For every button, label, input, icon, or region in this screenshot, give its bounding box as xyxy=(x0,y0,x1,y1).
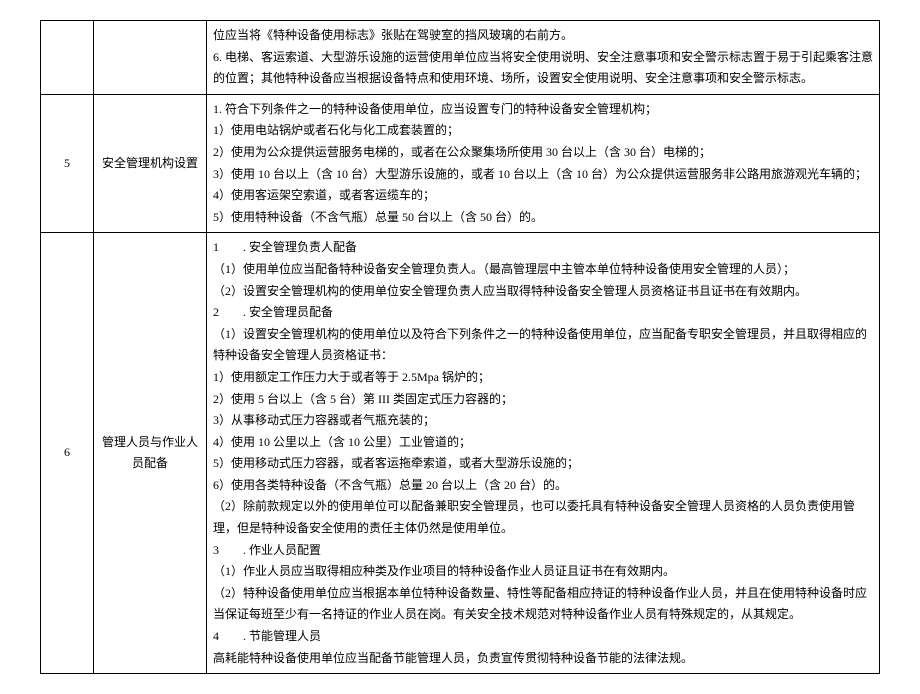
row-number: 6 xyxy=(41,233,94,674)
content-line: 2 . 安全管理员配备 xyxy=(213,302,873,324)
content-line: 3）从事移动式压力容器或者气瓶充装的； xyxy=(213,410,873,432)
regulation-table: 位应当将《特种设备使用标志》张贴在驾驶室的挡风玻璃的右前方。6. 电梯、客运索道… xyxy=(40,20,880,674)
content-line: （1）使用单位应当配备特种设备安全管理负责人。（最高管理层中主管本单位特种设备使… xyxy=(213,259,873,281)
table-row: 5安全管理机构设置1. 符合下列条件之一的特种设备使用单位，应当设置专门的特种设… xyxy=(41,94,880,233)
content-line: 4 . 节能管理人员 xyxy=(213,626,873,648)
content-line: 1 . 安全管理负责人配备 xyxy=(213,237,873,259)
content-line: 3 . 作业人员配置 xyxy=(213,540,873,562)
row-content: 1 . 安全管理负责人配备（1）使用单位应当配备特种设备安全管理负责人。（最高管… xyxy=(207,233,880,674)
content-line: 5）使用特种设备（不含气瓶）总量 50 台以上（含 50 台）的。 xyxy=(213,207,873,229)
content-line: 1）使用额定工作压力大于或者等于 2.5Mpa 锅炉的； xyxy=(213,367,873,389)
row-content: 1. 符合下列条件之一的特种设备使用单位，应当设置专门的特种设备安全管理机构；1… xyxy=(207,94,880,233)
row-number: 5 xyxy=(41,94,94,233)
row-title xyxy=(94,21,207,95)
content-line: 1. 符合下列条件之一的特种设备使用单位，应当设置专门的特种设备安全管理机构； xyxy=(213,99,873,121)
row-title: 安全管理机构设置 xyxy=(94,94,207,233)
content-line: 5）使用移动式压力容器，或者客运拖牵索道，或者大型游乐设施的； xyxy=(213,453,873,475)
content-line: 6）使用各类特种设备（不含气瓶）总量 20 台以上（含 20 台）的。 xyxy=(213,475,873,497)
row-number xyxy=(41,21,94,95)
content-line: 6. 电梯、客运索道、大型游乐设施的运营使用单位应当将安全使用说明、安全注意事项… xyxy=(213,47,873,90)
content-line: 3）使用 10 台以上（含 10 台）大型游乐设施的，或者 10 台以上（含 1… xyxy=(213,164,873,207)
content-line: 2）使用 5 台以上（含 5 台）第 III 类固定式压力容器的； xyxy=(213,389,873,411)
content-line: 位应当将《特种设备使用标志》张贴在驾驶室的挡风玻璃的右前方。 xyxy=(213,25,873,47)
table-row: 位应当将《特种设备使用标志》张贴在驾驶室的挡风玻璃的右前方。6. 电梯、客运索道… xyxy=(41,21,880,95)
content-line: 4）使用 10 公里以上（含 10 公里）工业管道的； xyxy=(213,432,873,454)
table-row: 6管理人员与作业人员配备1 . 安全管理负责人配备（1）使用单位应当配备特种设备… xyxy=(41,233,880,674)
row-content: 位应当将《特种设备使用标志》张贴在驾驶室的挡风玻璃的右前方。6. 电梯、客运索道… xyxy=(207,21,880,95)
content-line: （1）作业人员应当取得相应种类及作业项目的特种设备作业人员证且证书在有效期内。 xyxy=(213,561,873,583)
content-line: 2）使用为公众提供运营服务电梯的，或者在公众聚集场所使用 30 台以上（含 30… xyxy=(213,142,873,164)
content-line: （2）除前款规定以外的使用单位可以配备兼职安全管理员，也可以委托具有特种设备安全… xyxy=(213,496,873,539)
row-title: 管理人员与作业人员配备 xyxy=(94,233,207,674)
content-line: （2）特种设备使用单位应当根据本单位特种设备数量、特性等配备相应持证的特种设备作… xyxy=(213,583,873,626)
content-line: （1）设置安全管理机构的使用单位以及符合下列条件之一的特种设备使用单位，应当配备… xyxy=(213,324,873,367)
content-line: （2）设置安全管理机构的使用单位安全管理负责人应当取得特种设备安全管理人员资格证… xyxy=(213,281,873,303)
content-line: 1）使用电站锅炉或者石化与化工成套装置的； xyxy=(213,120,873,142)
